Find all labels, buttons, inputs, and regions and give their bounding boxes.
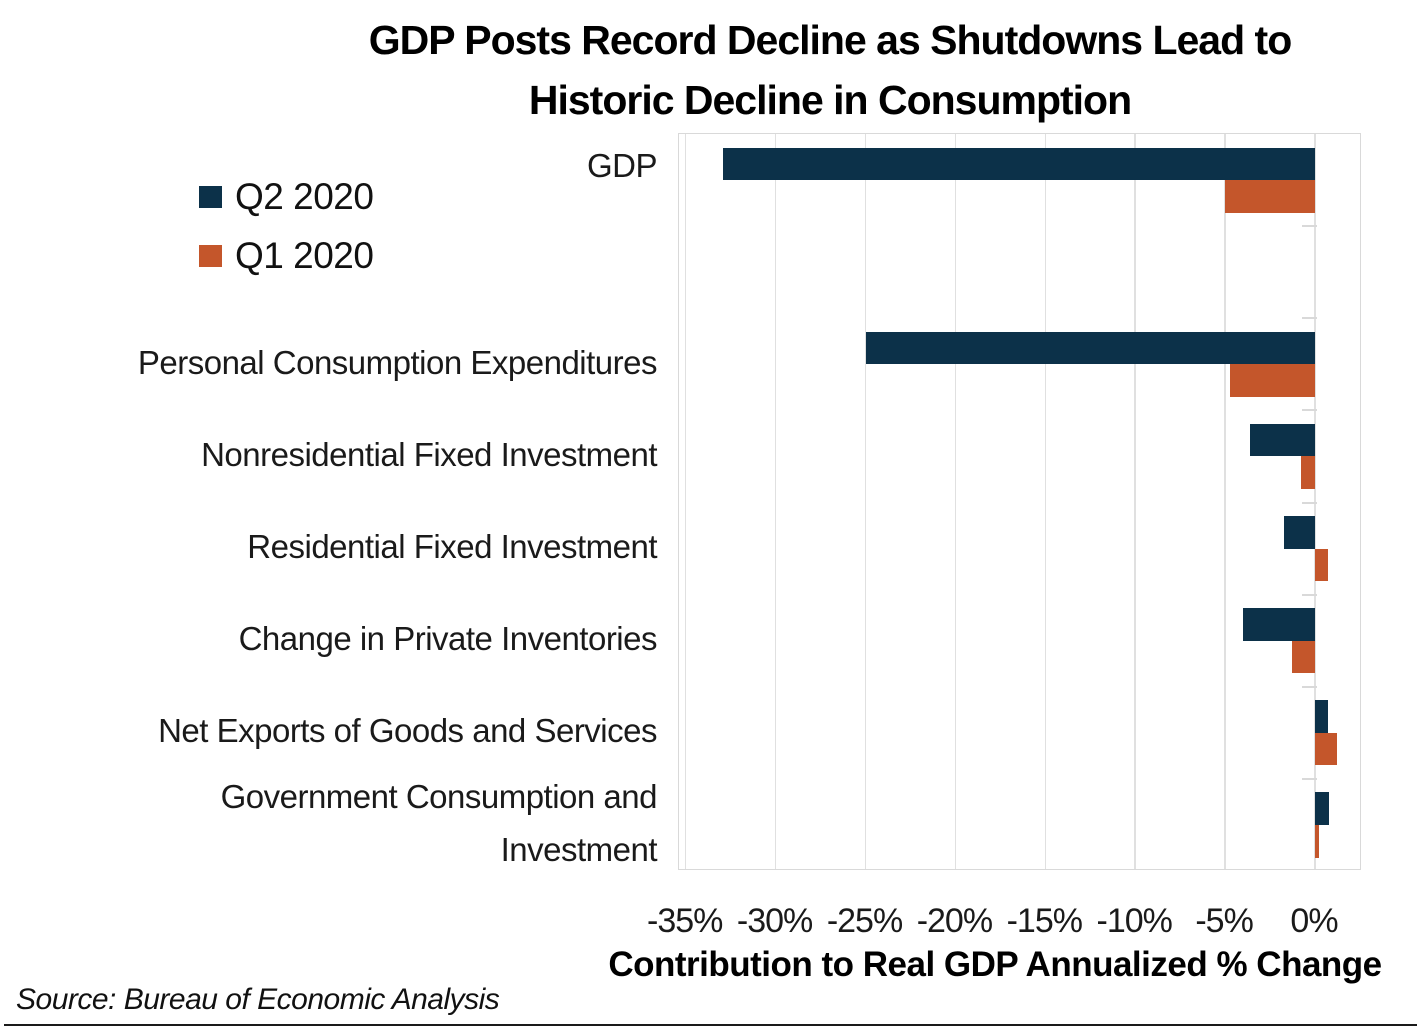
gridline--25	[864, 134, 867, 869]
bar-q1-2020-residential-fixed-investment	[1315, 548, 1328, 582]
gridline--20	[954, 134, 957, 869]
gridline--30	[774, 134, 777, 869]
category-axis-tick	[1302, 501, 1317, 504]
gridline--10	[1134, 134, 1136, 869]
category-axis-tick	[1302, 593, 1317, 596]
bar-q2-2020-net-exports-of-goods-and-services	[1315, 700, 1328, 733]
bar-q1-2020-gdp	[1225, 180, 1315, 213]
x-tick-label-0: 0%	[1290, 902, 1338, 940]
chart-title-line-2: Historic Decline in Consumption	[528, 77, 1132, 123]
x-tick-label--5: -5%	[1195, 902, 1253, 940]
legend-label-q1-2020: Q1 2020	[235, 234, 374, 276]
legend-item-q2-2020: Q2 2020	[199, 175, 374, 217]
bar-q1-2020-change-in-private-inventories	[1291, 640, 1315, 674]
x-tick-label--35: -35%	[647, 902, 723, 940]
plot-area	[678, 133, 1361, 870]
category-label-personal-consumption-expenditures: Personal Consumption Expenditures	[137, 343, 658, 381]
bar-q1-2020-personal-consumption-expenditures	[1230, 364, 1315, 397]
category-label-residential-fixed-investment: Residential Fixed Investment	[247, 528, 657, 566]
bar-q2-2020-gdp	[723, 147, 1315, 181]
legend-swatch-q2-2020	[199, 185, 222, 208]
category-label-change-in-private-inventories: Change in Private Inventories	[238, 620, 658, 658]
bar-q2-2020-government-consumption-and-investment	[1315, 792, 1330, 825]
category-axis-tick	[1302, 225, 1317, 228]
x-tick-label--20: -20%	[916, 902, 993, 940]
category-axis-tick	[1302, 409, 1317, 412]
legend: Q2 2020 Q1 2020	[199, 175, 374, 294]
category-label-net-exports-of-goods-and-services: Net Exports of Goods and Services	[158, 712, 657, 750]
category-label-gdp: GDP	[586, 146, 658, 184]
bar-q2-2020-residential-fixed-investment	[1284, 516, 1315, 549]
category-axis-tick	[1302, 777, 1317, 780]
bottom-rule	[4, 1024, 1417, 1026]
category-axis-tick	[1302, 317, 1317, 320]
x-tick-label--10: -10%	[1096, 902, 1173, 940]
gridline--35	[684, 134, 687, 869]
bar-q1-2020-government-consumption-and-investment	[1315, 824, 1319, 858]
category-label-nonresidential-fixed-investment: Nonresidential Fixed Investment	[201, 436, 657, 474]
category-label-government-consumption-and-investment: Government Consumption and Investment	[220, 778, 658, 868]
legend-swatch-q1-2020	[199, 244, 222, 267]
source-note: Source: Bureau of Economic Analysis	[16, 983, 500, 1016]
chart-title-line-1: GDP Posts Record Decline as Shutdowns Le…	[368, 17, 1293, 63]
chart-title: GDP Posts Record Decline as Shutdowns Le…	[250, 10, 1410, 130]
legend-item-q1-2020: Q1 2020	[199, 234, 374, 276]
bar-q2-2020-change-in-private-inventories	[1243, 608, 1315, 641]
x-axis-title: Contribution to Real GDP Annualized % Ch…	[608, 945, 1382, 984]
gridline--5	[1224, 134, 1226, 869]
x-tick-label--15: -15%	[1006, 902, 1083, 940]
category-axis-tick	[1302, 685, 1317, 688]
x-tick-label--25: -25%	[826, 902, 903, 940]
legend-label-q2-2020: Q2 2020	[235, 175, 374, 217]
x-tick-label--30: -30%	[736, 902, 813, 940]
gridline--15	[1044, 134, 1047, 869]
bar-q2-2020-personal-consumption-expenditures	[865, 331, 1315, 365]
bar-q1-2020-net-exports-of-goods-and-services	[1315, 732, 1337, 766]
bar-q1-2020-nonresidential-fixed-investment	[1300, 456, 1315, 490]
bar-q2-2020-nonresidential-fixed-investment	[1250, 423, 1315, 457]
